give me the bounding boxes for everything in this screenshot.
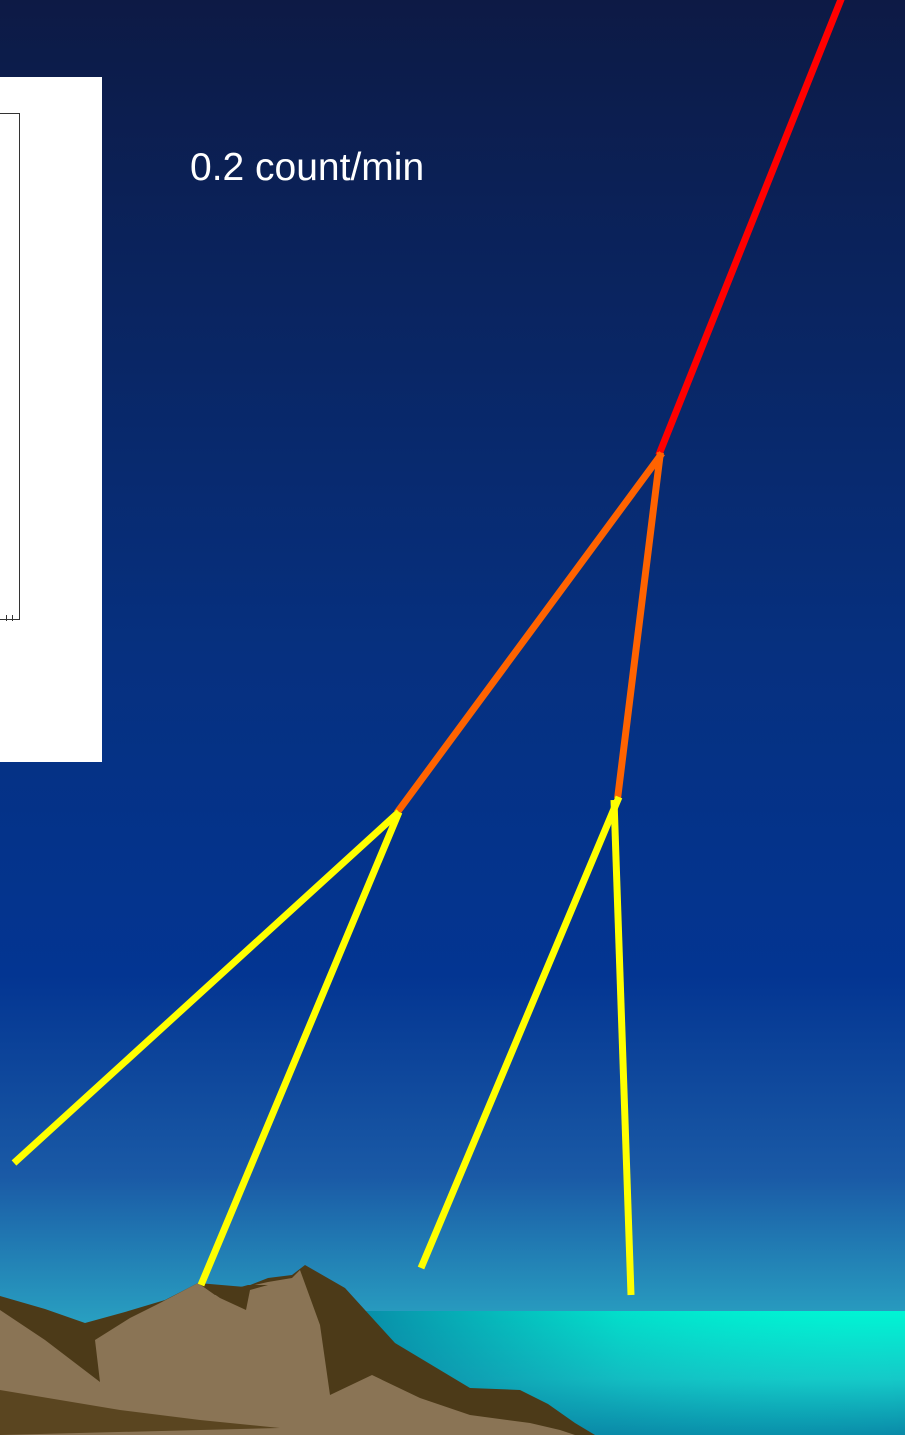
inset-plot-frame [0, 113, 20, 620]
rate-label: 0.2 count/min [190, 146, 425, 189]
primary-track [655, 0, 845, 457]
tertiary-track-4 [610, 799, 635, 1296]
secondary-track-right [614, 452, 664, 799]
mountain-icon [0, 1265, 595, 1435]
inset-tick [6, 615, 7, 621]
inset-plot-panel [0, 77, 102, 762]
inset-tick [12, 615, 13, 621]
secondary-track-left [394, 451, 665, 815]
tertiary-track-3 [417, 795, 623, 1270]
tertiary-track-2 [197, 810, 403, 1287]
tertiary-track-1 [11, 809, 402, 1166]
